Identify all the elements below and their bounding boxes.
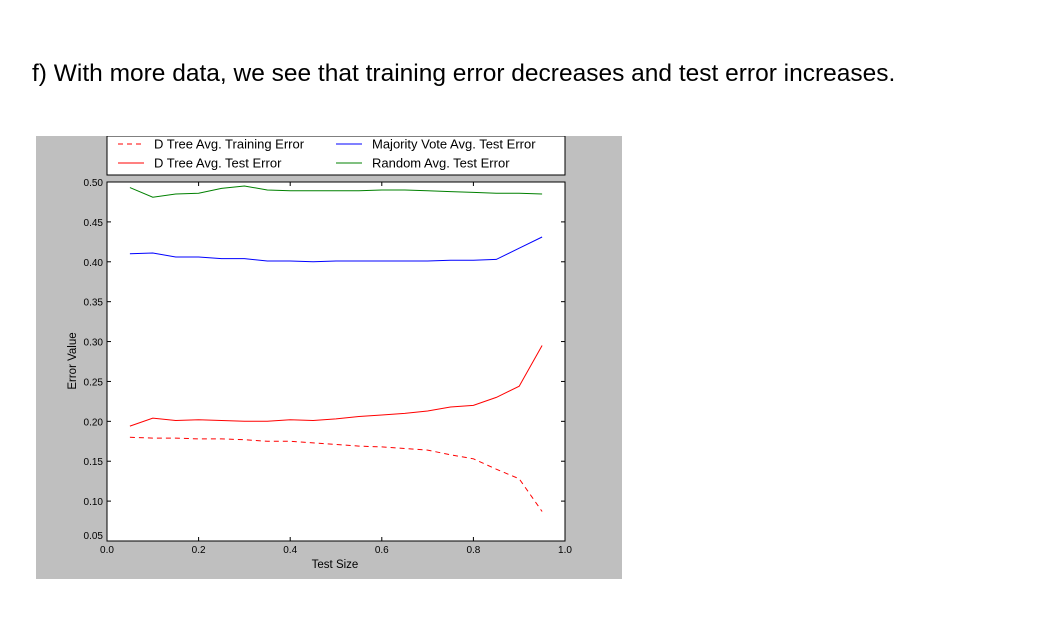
- y-tick-label: 0.15: [84, 457, 104, 468]
- x-tick-label: 0.2: [192, 545, 206, 556]
- legend-label: Majority Vote Avg. Test Error: [372, 137, 536, 152]
- y-tick-label: 0.10: [84, 497, 104, 508]
- x-tick-label: 0.0: [100, 545, 114, 556]
- legend: D Tree Avg. Training Error D Tree Avg. Te…: [106, 136, 566, 176]
- page-caption: f) With more data, we see that training …: [32, 60, 896, 87]
- axis-ticks: 0.0 0.2 0.4 0.6 0.8 1.0 0.05 0.10 0.15 0.20 0.25 0.…: [84, 178, 573, 556]
- plot-area: [106, 181, 566, 542]
- x-tick-label: 0.6: [375, 545, 389, 556]
- y-tick-label: 0.30: [84, 338, 104, 349]
- y-tick-label: 0.05: [84, 531, 104, 542]
- x-tick-label: 1.0: [558, 545, 572, 556]
- x-tick-label: 0.8: [466, 545, 480, 556]
- y-tick-label: 0.35: [84, 298, 104, 309]
- legend-label: D Tree Avg. Test Error: [154, 156, 282, 171]
- y-tick-label: 0.45: [84, 218, 104, 229]
- series-line-2: [129, 345, 543, 427]
- series-line-4: [129, 185, 543, 198]
- legend-box: [106, 136, 566, 176]
- series-line-3: [129, 236, 543, 263]
- x-axis-label: Test Size: [312, 559, 359, 571]
- legend-label: D Tree Avg. Training Error: [154, 137, 305, 152]
- x-tick-label: 0.4: [283, 545, 297, 556]
- y-tick-label: 0.20: [84, 417, 104, 428]
- chart-figure: 0.0 0.2 0.4 0.6 0.8 1.0 0.05 0.10 0.15 0.20 0.25 0.…: [36, 136, 622, 579]
- y-tick-label: 0.40: [84, 258, 104, 269]
- series-line-1: [129, 436, 543, 512]
- legend-label: Random Avg. Test Error: [372, 156, 510, 171]
- line-chart: 0.0 0.2 0.4 0.6 0.8 1.0 0.05 0.10 0.15 0.20 0.25 0.…: [67, 136, 573, 571]
- series-layer: [129, 185, 543, 512]
- y-axis-label: Error Value: [67, 332, 79, 389]
- y-tick-label: 0.50: [84, 178, 104, 189]
- y-tick-label: 0.25: [84, 377, 104, 388]
